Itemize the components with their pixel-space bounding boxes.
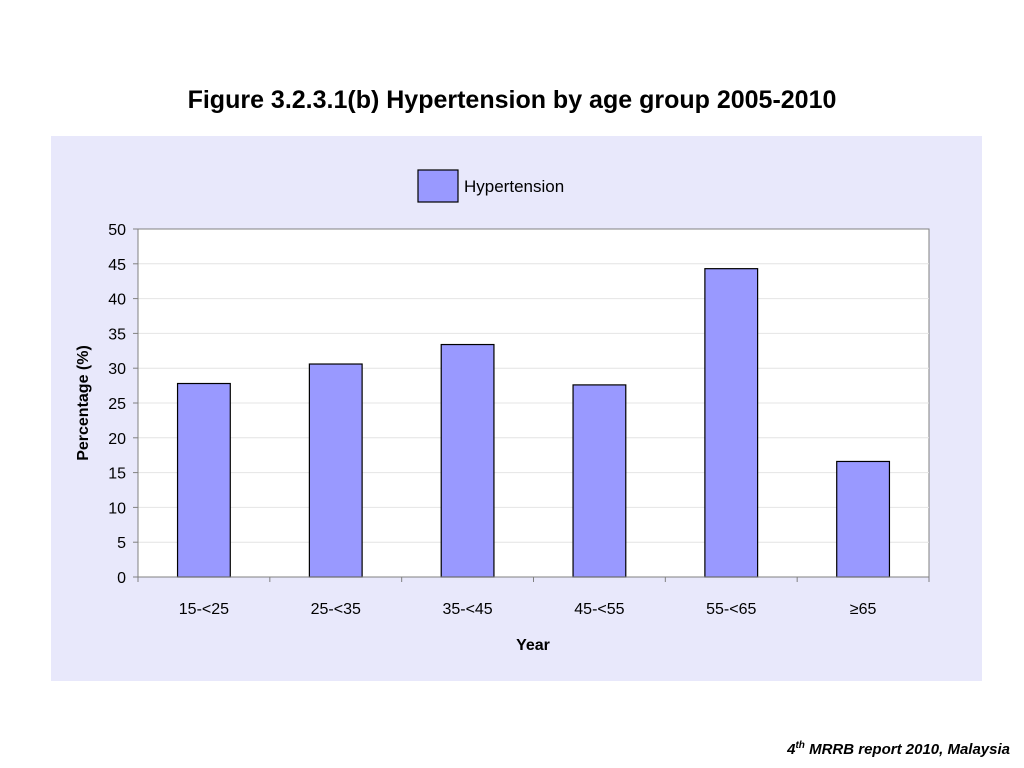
footer-text: MRRB report 2010, Malaysia: [804, 741, 1010, 758]
slide-title: Figure 3.2.3.1(b) Hypertension by age gr…: [187, 86, 837, 114]
legend: Hypertension: [417, 169, 564, 203]
y-tick-label: 0: [117, 570, 126, 587]
bar: [440, 343, 495, 578]
y-axis: 0 5 10 15 20 25 30 35 40 45 50: [108, 222, 139, 587]
source-footer: 4th MRRB report 2010, Malaysia: [787, 740, 1010, 758]
x-axis: 15-<25 25-<35 35-<45 45-<55 55-<65 ≥65: [137, 576, 930, 618]
y-tick-label: 35: [108, 326, 126, 343]
bar-chart: Hypertension 0 5 10 15 20 25 30 35 40 45 50 15-<25…: [75, 169, 930, 654]
y-tick-label: 10: [108, 500, 126, 517]
x-tick-label: 55-<65: [706, 601, 756, 618]
x-tick-label: 25-<35: [311, 601, 361, 618]
chart-panel: Hypertension 0 5 10 15 20 25 30 35 40 45 50 15-<25…: [51, 136, 982, 681]
y-tick-label: 20: [108, 431, 126, 448]
x-tick-label: 35-<45: [442, 601, 492, 618]
bar: [572, 384, 627, 578]
bar: [176, 382, 231, 578]
footer-ordinal-suffix: th: [795, 740, 805, 751]
gridlines: [138, 263, 929, 543]
legend-label-hypertension: Hypertension: [464, 177, 564, 196]
legend-swatch-hypertension: [417, 169, 459, 203]
y-tick-label: 15: [108, 466, 126, 483]
x-axis-title: Year: [516, 637, 550, 654]
y-tick-label: 50: [108, 222, 126, 239]
y-tick-label: 30: [108, 361, 126, 378]
x-tick-label: ≥65: [850, 601, 877, 618]
y-axis-title: Percentage (%): [75, 345, 92, 461]
y-tick-label: 45: [108, 257, 126, 274]
y-tick-label: 25: [108, 396, 126, 413]
x-tick-label: 45-<55: [574, 601, 624, 618]
x-tick-label: 15-<25: [179, 601, 229, 618]
bar: [704, 268, 759, 578]
bar: [836, 460, 891, 578]
bars: [176, 268, 891, 578]
footer-ordinal-number: 4: [787, 741, 796, 758]
bar: [308, 363, 363, 578]
y-tick-label: 5: [117, 535, 126, 552]
y-tick-label: 40: [108, 292, 126, 309]
